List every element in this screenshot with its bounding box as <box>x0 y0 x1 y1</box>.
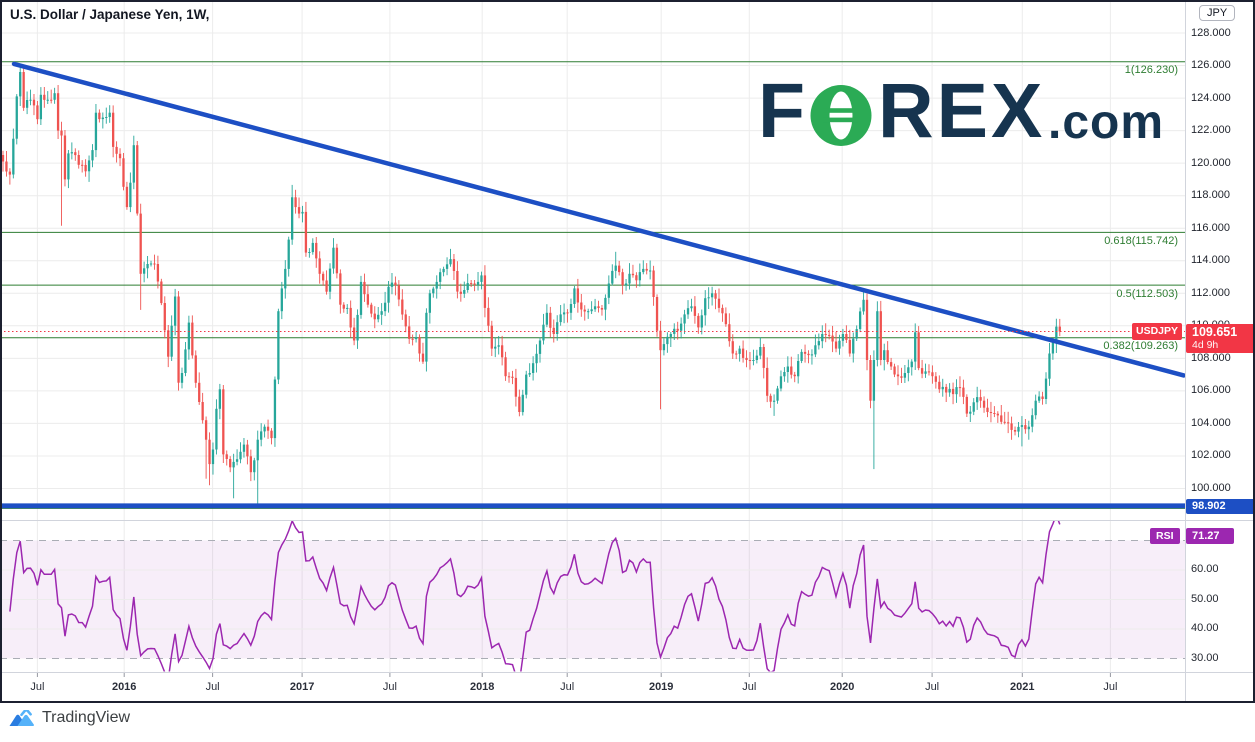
tradingview-attribution[interactable]: TradingView <box>8 709 130 727</box>
price-axis-label: 122.000 <box>1191 124 1231 137</box>
candle-countdown: 4d 9h <box>1192 339 1219 351</box>
time-axis-label: 2017 <box>289 681 315 693</box>
fib-level-label: 0.5(112.503) <box>1116 287 1178 300</box>
price-axis-label: 118.000 <box>1191 189 1230 202</box>
ray-level-badge: 98.902 <box>1186 499 1255 514</box>
price-axis-label: 114.000 <box>1191 254 1230 267</box>
tradingview-icon <box>9 709 34 726</box>
rsi-axis-label: 30.00 <box>1191 652 1219 664</box>
price-axis-label: 112.000 <box>1191 286 1230 299</box>
rsi-axis-label: 50.00 <box>1191 592 1219 605</box>
rsi-value-badge: 71.27 <box>1186 528 1234 544</box>
tradingview-brand: TradingView <box>42 709 131 726</box>
price-axis-label: 106.000 <box>1191 384 1231 397</box>
time-axis-label: Jul <box>742 681 757 693</box>
price-axis-label: 116.000 <box>1191 221 1230 234</box>
time-axis-label: Jul <box>205 681 220 693</box>
price-axis-label: 102.000 <box>1191 449 1231 462</box>
time-axis-label: Jul <box>382 681 397 693</box>
price-axis-label: 126.000 <box>1191 59 1231 72</box>
price-axis-label: 120.000 <box>1191 156 1231 169</box>
rsi-axis-label: 60.00 <box>1191 563 1219 576</box>
time-axis-label: 2021 <box>1010 681 1035 693</box>
time-axis-label: Jul <box>30 681 45 693</box>
current-price-badge: 109.651 4d 9h <box>1186 324 1255 353</box>
current-price-value: 109.651 <box>1192 325 1238 339</box>
price-axis-label: 104.000 <box>1191 416 1231 429</box>
time-axis-label: Jul <box>925 681 940 693</box>
rsi-axis-label: 40.00 <box>1191 622 1219 635</box>
time-axis-label: 2019 <box>648 681 674 693</box>
time-axis-label: 2016 <box>111 681 137 693</box>
time-axis-label: 2018 <box>469 681 495 693</box>
price-axis-label: 128.000 <box>1191 26 1231 39</box>
fib-level-label: 1(126.230) <box>1124 64 1178 77</box>
price-axis-label: 124.000 <box>1191 91 1231 104</box>
fib-level-label: 0.618(115.742) <box>1104 234 1178 247</box>
symbol-price-label: USDJPY <box>1132 323 1182 340</box>
price-axis-label: 108.000 <box>1191 351 1231 364</box>
price-axis-label: 100.000 <box>1191 482 1231 494</box>
rsi-indicator-badge: RSI <box>1150 528 1180 544</box>
time-axis-label: Jul <box>560 681 575 693</box>
fib-level-label: 0.382(109.263) <box>1103 340 1178 353</box>
time-axis-label: 2020 <box>829 681 855 693</box>
time-axis-label: Jul <box>1103 681 1118 693</box>
symbol-title: U.S. Dollar / Japanese Yen, 1W, <box>10 7 210 22</box>
price-chart-canvas[interactable] <box>0 0 1255 703</box>
currency-badge: JPY <box>1199 5 1236 21</box>
